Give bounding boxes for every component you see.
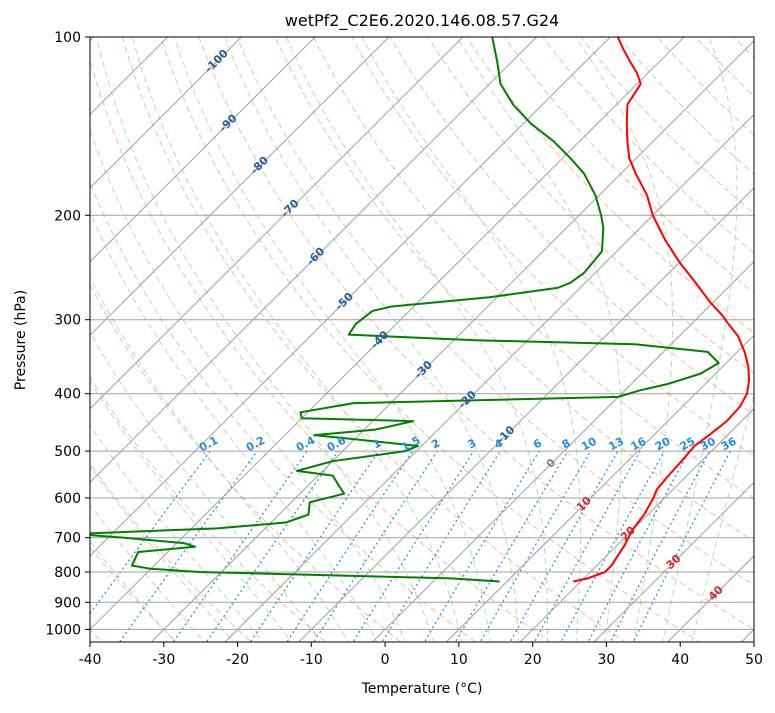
x-tick-label: -10	[300, 652, 323, 668]
y-tick-label: 700	[54, 531, 81, 547]
x-tick-label: -20	[226, 652, 249, 668]
x-axis-title: Temperature (°C)	[361, 681, 483, 697]
y-tick-label: 200	[54, 208, 81, 224]
y-tick-label: 300	[54, 313, 81, 329]
y-tick-label: 500	[54, 444, 81, 460]
y-tick-label: 100	[54, 30, 81, 46]
y-axis-title: Pressure (hPa)	[13, 290, 29, 390]
x-tick-label: -40	[79, 652, 102, 668]
y-tick-label: 900	[54, 595, 81, 611]
x-tick-label: 10	[450, 652, 468, 668]
plot-background	[90, 37, 754, 642]
x-tick-label: 20	[524, 652, 542, 668]
y-tick-label: 600	[54, 491, 81, 507]
y-tick-label: 400	[54, 387, 81, 403]
x-tick-label: -30	[152, 652, 175, 668]
chart-title: wetPf2_C2E6.2020.146.08.57.G24	[285, 11, 559, 31]
x-tick-label: 40	[671, 652, 689, 668]
y-tick-label: 800	[54, 565, 81, 581]
x-tick-label: 30	[597, 652, 615, 668]
dry-adiabat-line	[759, 24, 775, 654]
x-tick-label: 0	[381, 652, 390, 668]
x-tick-label: 50	[745, 652, 763, 668]
y-tick-label: 1000	[45, 622, 81, 638]
